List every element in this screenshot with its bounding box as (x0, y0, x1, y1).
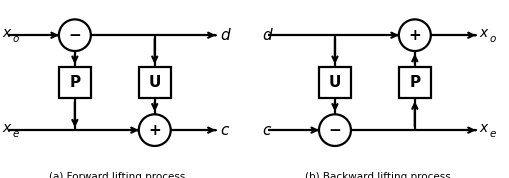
Text: −: − (328, 123, 341, 138)
Bar (398, 67, 430, 98)
Text: (a) Forward lifting process: (a) Forward lifting process (49, 172, 185, 178)
Text: $\mathit{x}$: $\mathit{x}$ (478, 121, 489, 135)
Text: $\mathit{x}$: $\mathit{x}$ (2, 26, 13, 40)
Text: $\mathit{d}$: $\mathit{d}$ (219, 27, 231, 43)
Text: P: P (408, 75, 419, 90)
Text: $\mathit{o}$: $\mathit{o}$ (12, 34, 20, 44)
Text: +: + (408, 28, 420, 43)
Text: (b) Backward lifting process: (b) Backward lifting process (304, 172, 449, 178)
Text: +: + (148, 123, 161, 138)
Text: U: U (328, 75, 341, 90)
Text: $\mathit{o}$: $\mathit{o}$ (488, 34, 496, 44)
Text: $\mathit{d}$: $\mathit{d}$ (262, 27, 273, 43)
Text: $\mathit{c}$: $\mathit{c}$ (219, 123, 230, 138)
Bar (59, 67, 91, 98)
Bar (318, 67, 350, 98)
Text: $\mathit{e}$: $\mathit{e}$ (488, 129, 496, 139)
Text: $\mathit{c}$: $\mathit{c}$ (262, 123, 272, 138)
Text: U: U (148, 75, 161, 90)
Text: $\mathit{x}$: $\mathit{x}$ (478, 26, 489, 40)
Text: $\mathit{x}$: $\mathit{x}$ (2, 121, 13, 135)
Text: −: − (68, 28, 81, 43)
Bar (138, 67, 171, 98)
Text: $\mathit{e}$: $\mathit{e}$ (12, 129, 20, 139)
Text: P: P (69, 75, 80, 90)
